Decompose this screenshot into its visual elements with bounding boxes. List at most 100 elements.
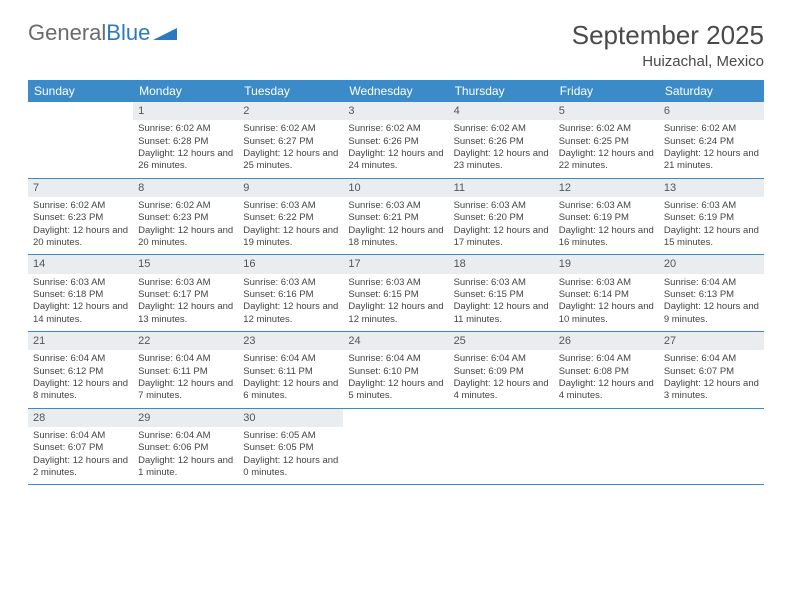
sunset-text: Sunset: 6:23 PM	[33, 212, 128, 224]
day-cell	[343, 409, 448, 485]
daylight-text: Daylight: 12 hours and 12 minutes.	[348, 301, 443, 326]
day-cell: 4Sunrise: 6:02 AMSunset: 6:26 PMDaylight…	[449, 102, 554, 178]
day-number: 9	[238, 179, 343, 197]
day-cell: 13Sunrise: 6:03 AMSunset: 6:19 PMDayligh…	[659, 179, 764, 255]
sunrise-text: Sunrise: 6:02 AM	[33, 200, 128, 212]
day-cell: 29Sunrise: 6:04 AMSunset: 6:06 PMDayligh…	[133, 409, 238, 485]
sunrise-text: Sunrise: 6:03 AM	[348, 200, 443, 212]
sunrise-text: Sunrise: 6:04 AM	[348, 353, 443, 365]
day-cell	[449, 409, 554, 485]
day-number: 10	[343, 179, 448, 197]
daylight-text: Daylight: 12 hours and 19 minutes.	[243, 225, 338, 250]
day-number: 12	[554, 179, 659, 197]
sunset-text: Sunset: 6:16 PM	[243, 289, 338, 301]
daylight-text: Daylight: 12 hours and 8 minutes.	[33, 378, 128, 403]
sunset-text: Sunset: 6:28 PM	[138, 136, 233, 148]
location-text: Huizachal, Mexico	[572, 53, 764, 70]
daylight-text: Daylight: 12 hours and 9 minutes.	[664, 301, 759, 326]
day-number: 22	[133, 332, 238, 350]
day-cell: 16Sunrise: 6:03 AMSunset: 6:16 PMDayligh…	[238, 255, 343, 331]
daylight-text: Daylight: 12 hours and 21 minutes.	[664, 148, 759, 173]
day-header-wednesday: Wednesday	[343, 80, 448, 102]
day-cell: 22Sunrise: 6:04 AMSunset: 6:11 PMDayligh…	[133, 332, 238, 408]
day-cell: 28Sunrise: 6:04 AMSunset: 6:07 PMDayligh…	[28, 409, 133, 485]
sunrise-text: Sunrise: 6:03 AM	[664, 200, 759, 212]
daylight-text: Daylight: 12 hours and 24 minutes.	[348, 148, 443, 173]
day-number: 6	[659, 102, 764, 120]
daylight-text: Daylight: 12 hours and 23 minutes.	[454, 148, 549, 173]
day-number: 19	[554, 255, 659, 273]
day-number: 16	[238, 255, 343, 273]
sunset-text: Sunset: 6:27 PM	[243, 136, 338, 148]
logo: GeneralBlue	[28, 20, 177, 46]
sunrise-text: Sunrise: 6:03 AM	[454, 277, 549, 289]
sunset-text: Sunset: 6:19 PM	[664, 212, 759, 224]
day-cell: 11Sunrise: 6:03 AMSunset: 6:20 PMDayligh…	[449, 179, 554, 255]
day-number: 23	[238, 332, 343, 350]
day-cell	[554, 409, 659, 485]
sunrise-text: Sunrise: 6:05 AM	[243, 430, 338, 442]
sunrise-text: Sunrise: 6:03 AM	[559, 200, 654, 212]
daylight-text: Daylight: 12 hours and 26 minutes.	[138, 148, 233, 173]
week-row: 21Sunrise: 6:04 AMSunset: 6:12 PMDayligh…	[28, 332, 764, 409]
daylight-text: Daylight: 12 hours and 22 minutes.	[559, 148, 654, 173]
sunset-text: Sunset: 6:09 PM	[454, 366, 549, 378]
day-cell: 3 Sunrise: 6:02 AMSunset: 6:26 PMDaylight…	[343, 102, 448, 178]
daylight-text: Daylight: 12 hours and 12 minutes.	[243, 301, 338, 326]
sunset-text: Sunset: 6:11 PM	[243, 366, 338, 378]
day-header-sunday: Sunday	[28, 80, 133, 102]
day-number: 14	[28, 255, 133, 273]
day-number: 2	[238, 102, 343, 120]
sunset-text: Sunset: 6:13 PM	[664, 289, 759, 301]
day-number: 21	[28, 332, 133, 350]
daylight-text: Daylight: 12 hours and 4 minutes.	[454, 378, 549, 403]
sunset-text: Sunset: 6:07 PM	[664, 366, 759, 378]
day-cell: 26Sunrise: 6:04 AMSunset: 6:08 PMDayligh…	[554, 332, 659, 408]
daylight-text: Daylight: 12 hours and 10 minutes.	[559, 301, 654, 326]
day-cell: 17Sunrise: 6:03 AMSunset: 6:15 PMDayligh…	[343, 255, 448, 331]
sunrise-text: Sunrise: 6:02 AM	[138, 123, 233, 135]
day-header-tuesday: Tuesday	[238, 80, 343, 102]
daylight-text: Daylight: 12 hours and 7 minutes.	[138, 378, 233, 403]
weeks-container: 1Sunrise: 6:02 AMSunset: 6:28 PMDaylight…	[28, 102, 764, 485]
logo-text-blue: Blue	[106, 20, 150, 46]
sunrise-text: Sunrise: 6:02 AM	[348, 123, 443, 135]
day-header-row: Sunday Monday Tuesday Wednesday Thursday…	[28, 80, 764, 102]
daylight-text: Daylight: 12 hours and 11 minutes.	[454, 301, 549, 326]
daylight-text: Daylight: 12 hours and 20 minutes.	[33, 225, 128, 250]
day-header-monday: Monday	[133, 80, 238, 102]
day-number: 4	[449, 102, 554, 120]
sunset-text: Sunset: 6:07 PM	[33, 442, 128, 454]
daylight-text: Daylight: 12 hours and 18 minutes.	[348, 225, 443, 250]
day-cell: 6Sunrise: 6:02 AMSunset: 6:24 PMDaylight…	[659, 102, 764, 178]
logo-text-gray: General	[28, 20, 106, 46]
day-number: 24	[343, 332, 448, 350]
sunrise-text: Sunrise: 6:04 AM	[454, 353, 549, 365]
sunrise-text: Sunrise: 6:02 AM	[138, 200, 233, 212]
calendar-page: GeneralBlue September 2025 Huizachal, Me…	[0, 0, 792, 505]
sunset-text: Sunset: 6:26 PM	[454, 136, 549, 148]
day-cell: 23Sunrise: 6:04 AMSunset: 6:11 PMDayligh…	[238, 332, 343, 408]
sunset-text: Sunset: 6:10 PM	[348, 366, 443, 378]
day-number: 28	[28, 409, 133, 427]
sunset-text: Sunset: 6:26 PM	[348, 136, 443, 148]
sunrise-text: Sunrise: 6:04 AM	[138, 430, 233, 442]
sunrise-text: Sunrise: 6:04 AM	[33, 353, 128, 365]
sunset-text: Sunset: 6:21 PM	[348, 212, 443, 224]
sunrise-text: Sunrise: 6:03 AM	[454, 200, 549, 212]
daylight-text: Daylight: 12 hours and 2 minutes.	[33, 455, 128, 480]
day-number: 1	[133, 102, 238, 120]
sunrise-text: Sunrise: 6:03 AM	[348, 277, 443, 289]
day-cell: 5Sunrise: 6:02 AMSunset: 6:25 PMDaylight…	[554, 102, 659, 178]
daylight-text: Daylight: 12 hours and 13 minutes.	[138, 301, 233, 326]
week-row: 7Sunrise: 6:02 AMSunset: 6:23 PMDaylight…	[28, 179, 764, 256]
sunset-text: Sunset: 6:11 PM	[138, 366, 233, 378]
day-cell: 19Sunrise: 6:03 AMSunset: 6:14 PMDayligh…	[554, 255, 659, 331]
sunset-text: Sunset: 6:15 PM	[348, 289, 443, 301]
day-cell: 1 Sunrise: 6:02 AMSunset: 6:28 PMDaylight…	[133, 102, 238, 178]
sunrise-text: Sunrise: 6:03 AM	[33, 277, 128, 289]
day-cell: 8Sunrise: 6:02 AMSunset: 6:23 PMDaylight…	[133, 179, 238, 255]
sunrise-text: Sunrise: 6:04 AM	[664, 277, 759, 289]
sunset-text: Sunset: 6:24 PM	[664, 136, 759, 148]
day-number: 3	[343, 102, 448, 120]
